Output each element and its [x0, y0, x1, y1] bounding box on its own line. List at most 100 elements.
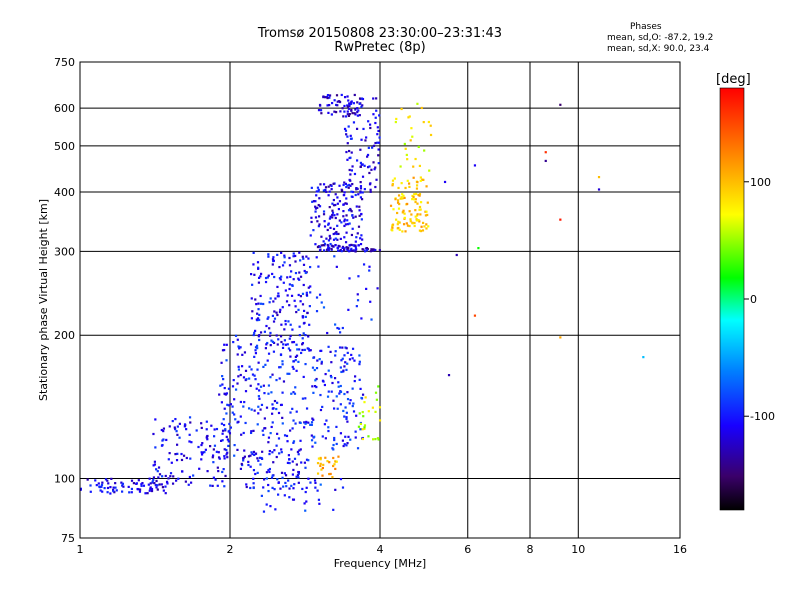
data-point: [262, 510, 266, 513]
data-point: [334, 354, 337, 357]
data-point: [323, 225, 327, 228]
data-point: [358, 412, 361, 415]
data-point: [360, 213, 363, 216]
data-point: [149, 487, 152, 490]
data-point: [343, 110, 346, 113]
data-point: [280, 340, 283, 344]
data-point: [364, 396, 367, 399]
data-point: [322, 189, 325, 192]
data-point: [180, 452, 183, 456]
data-point: [389, 204, 393, 207]
data-point: [368, 265, 371, 268]
data-point: [224, 429, 227, 432]
data-point: [335, 265, 338, 268]
data-point: [346, 135, 349, 138]
data-point: [298, 251, 301, 254]
x-tick-label: 10: [571, 543, 585, 556]
data-point: [264, 363, 267, 366]
data-point: [331, 245, 334, 248]
data-point: [351, 404, 354, 408]
data-point: [114, 486, 117, 489]
data-point: [351, 387, 354, 390]
data-point: [243, 400, 246, 404]
data-point: [406, 224, 410, 227]
data-point: [309, 265, 312, 269]
data-point: [292, 468, 295, 472]
data-point: [114, 482, 117, 485]
phases-o-mode: mean, sd,O: -87.2, 19.2: [607, 33, 714, 43]
data-point: [357, 275, 360, 278]
data-point: [297, 476, 300, 479]
data-point: [157, 476, 160, 479]
data-point: [295, 354, 299, 357]
data-point: [397, 194, 401, 197]
data-point: [392, 208, 395, 211]
data-point: [419, 229, 423, 233]
data-point: [254, 378, 257, 381]
data-point: [349, 207, 352, 211]
data-point: [352, 102, 355, 105]
data-point: [361, 163, 364, 166]
phases-x-mode: mean, sd,X: 90.0, 23.4: [607, 44, 710, 54]
data-point: [304, 509, 307, 512]
data-point: [346, 351, 349, 354]
data-point: [239, 346, 242, 349]
data-point: [311, 385, 314, 388]
data-point: [405, 222, 408, 225]
data-point: [162, 489, 165, 492]
data-point: [138, 490, 142, 493]
data-point: [150, 489, 154, 493]
data-point: [372, 161, 375, 164]
data-point: [256, 423, 259, 426]
data-point: [282, 281, 285, 284]
data-point: [409, 218, 412, 221]
data-point: [330, 247, 333, 251]
data-point: [301, 292, 305, 295]
data-point: [374, 166, 377, 169]
data-point: [153, 460, 157, 463]
data-point: [354, 240, 357, 243]
data-point: [205, 420, 208, 423]
data-point: [237, 368, 241, 371]
data-point: [239, 467, 243, 470]
data-point: [304, 466, 307, 469]
data-point: [414, 198, 417, 201]
data-point: [98, 485, 101, 488]
data-point: [325, 190, 328, 193]
data-point: [285, 434, 289, 438]
data-point: [365, 136, 368, 139]
data-point: [242, 431, 245, 435]
data-point: [268, 470, 271, 473]
data-point: [221, 383, 224, 386]
data-point: [477, 247, 480, 250]
data-point: [239, 415, 242, 418]
data-point: [376, 437, 380, 440]
data-point: [401, 230, 404, 233]
data-point: [337, 232, 340, 236]
data-point: [304, 397, 307, 400]
data-point: [209, 445, 212, 448]
data-point: [344, 406, 347, 409]
data-point: [323, 249, 326, 252]
data-point: [295, 463, 298, 466]
data-point: [144, 492, 147, 495]
data-point: [318, 223, 321, 226]
data-point: [350, 190, 353, 193]
data-point: [234, 388, 238, 391]
data-point: [171, 419, 174, 423]
data-point: [369, 190, 372, 193]
data-point: [359, 185, 363, 188]
data-point: [283, 256, 286, 259]
data-point: [343, 104, 346, 108]
data-point: [291, 473, 294, 476]
x-tick-label: 1: [77, 543, 84, 556]
data-point: [363, 250, 367, 253]
data-point: [351, 214, 354, 217]
data-point: [101, 490, 104, 493]
data-point: [326, 395, 330, 398]
data-point: [290, 270, 293, 273]
data-point: [168, 452, 171, 455]
data-point: [334, 488, 337, 491]
data-point: [253, 273, 256, 276]
data-point: [345, 368, 348, 371]
